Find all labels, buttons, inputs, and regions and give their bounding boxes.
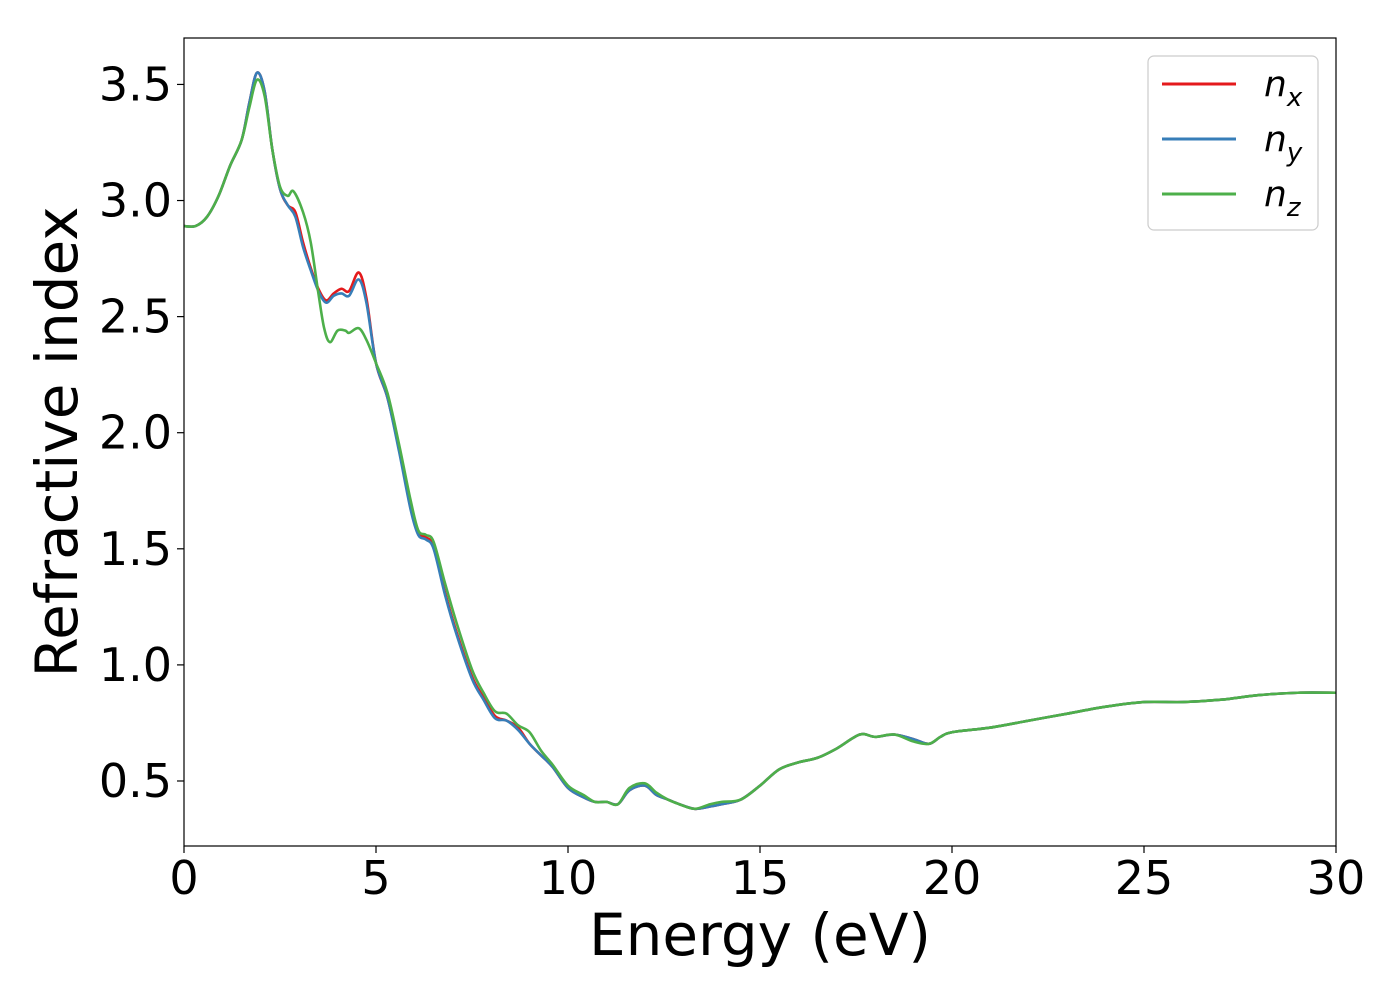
series-group	[184, 71, 1336, 811]
legend-label-x: nx	[1264, 64, 1303, 113]
series-line-z	[184, 78, 1336, 811]
y-tick-label: 3.5	[99, 57, 172, 111]
legend-label-z: nz	[1264, 174, 1302, 223]
y-tick-label: 0.5	[99, 754, 172, 808]
x-tick-label: 20	[923, 851, 982, 905]
y-tick-label: 1.5	[99, 522, 172, 576]
x-tick-label: 0	[169, 851, 198, 905]
x-tick-label: 30	[1307, 851, 1366, 905]
plot-area	[184, 38, 1336, 846]
x-tick-label: 5	[361, 851, 390, 905]
x-tick-label: 10	[539, 851, 598, 905]
y-tick-label: 2.5	[99, 290, 172, 344]
y-tick-label: 1.0	[99, 638, 172, 692]
x-axis: 0 5 10 15 20 25 30	[169, 846, 1365, 905]
x-tick-label: 15	[731, 851, 790, 905]
legend: nx ny nz	[1147, 55, 1319, 231]
y-axis-label: Refractive index	[23, 206, 91, 677]
y-axis: 0.5 1.0 1.5 2.0 2.5 3.0 3.5	[99, 57, 184, 808]
x-axis-label: Energy (eV)	[589, 901, 931, 969]
legend-box	[1147, 55, 1319, 231]
y-tick-label: 2.0	[99, 406, 172, 460]
legend-label-y: ny	[1264, 119, 1303, 168]
x-tick-label: 25	[1115, 851, 1174, 905]
y-tick-label: 3.0	[99, 174, 172, 228]
